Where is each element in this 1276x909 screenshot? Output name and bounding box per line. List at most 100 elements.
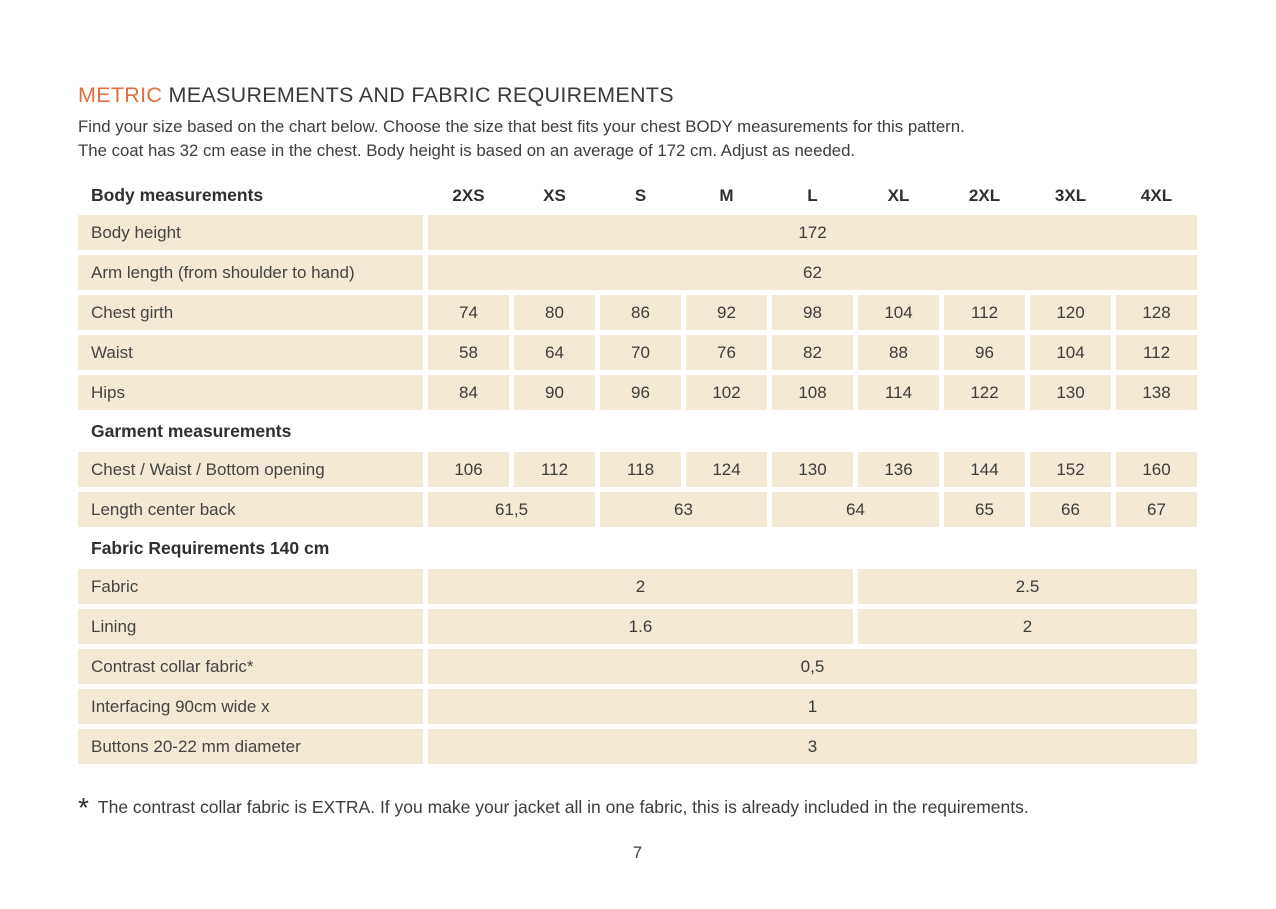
- title-rest: MEASUREMENTS AND FABRIC REQUIREMENTS: [162, 83, 674, 107]
- page-title: METRIC MEASUREMENTS AND FABRIC REQUIREME…: [78, 83, 1197, 108]
- size-table: Body measurements 2XS XS S M L XL 2XL 3XL 4XL Bo…: [78, 182, 1197, 764]
- size-column-header: 2XS: [452, 186, 485, 205]
- size-column-header: L: [807, 186, 818, 205]
- value-cell: 124: [686, 452, 767, 487]
- row-label: Hips: [78, 375, 423, 410]
- row-label: Buttons 20-22 mm diameter: [78, 729, 423, 764]
- footnote: * The contrast collar fabric is EXTRA. I…: [78, 792, 1197, 823]
- size-column-header: 4XL: [1140, 186, 1173, 205]
- value-cell: 92: [686, 295, 767, 330]
- value-cell: 102: [686, 375, 767, 410]
- row-label: Lining: [78, 609, 423, 644]
- value-cell: 82: [772, 335, 853, 370]
- value-cell: 62: [428, 255, 1197, 290]
- value-cell: 90: [514, 375, 595, 410]
- value-cell: 80: [514, 295, 595, 330]
- value-cell: 122: [944, 375, 1025, 410]
- table-row: Arm length (from shoulder to hand) 62: [78, 255, 1197, 290]
- table-row: Buttons 20-22 mm diameter 3: [78, 729, 1197, 764]
- value-cell: 2: [428, 569, 853, 604]
- table-header-row: Body measurements 2XS XS S M L XL 2XL 3XL 4XL: [78, 182, 1197, 209]
- value-cell: 108: [772, 375, 853, 410]
- value-cell: 138: [1116, 375, 1197, 410]
- table-row: Fabric 2 2.5: [78, 569, 1197, 604]
- value-cell: 66: [1030, 492, 1111, 527]
- value-cell: 70: [600, 335, 681, 370]
- value-cell: 160: [1116, 452, 1197, 487]
- value-cell: 74: [428, 295, 509, 330]
- table-row: Length center back 61,5 63 64 65 66 67: [78, 492, 1197, 527]
- table-row: Chest / Waist / Bottom opening 106 112 118 1…: [78, 452, 1197, 487]
- section-header-row: Garment measurements: [91, 421, 292, 441]
- footnote-text: The contrast collar fabric is EXTRA. If …: [97, 797, 1029, 817]
- value-cell: 1: [428, 689, 1197, 724]
- value-cell: 96: [944, 335, 1025, 370]
- intro-line-2: The coat has 32 cm ease in the chest. Bo…: [78, 140, 856, 160]
- table-row: Body height 172: [78, 215, 1197, 250]
- value-cell: 104: [1030, 335, 1111, 370]
- value-cell: 63: [600, 492, 767, 527]
- table-header-label: Body measurements: [91, 185, 264, 205]
- intro-text: Find your size based on the chart below.…: [78, 115, 1197, 162]
- page-number: 7: [632, 844, 643, 862]
- table-row: Lining 1.6 2: [78, 609, 1197, 644]
- value-cell: 86: [600, 295, 681, 330]
- value-cell: 172: [428, 215, 1197, 250]
- size-column-header: S: [634, 186, 647, 205]
- value-cell: 88: [858, 335, 939, 370]
- value-cell: 0,5: [428, 649, 1197, 684]
- table-row: Waist 58 64 70 76 82 88 96 104 112: [78, 335, 1197, 370]
- size-column-header: 3XL: [1054, 186, 1087, 205]
- value-cell: 58: [428, 335, 509, 370]
- value-cell: 136: [858, 452, 939, 487]
- value-cell: 112: [944, 295, 1025, 330]
- row-label: Length center back: [78, 492, 423, 527]
- row-label: Arm length (from shoulder to hand): [78, 255, 423, 290]
- size-column-header: 2XL: [968, 186, 1001, 205]
- value-cell: 104: [858, 295, 939, 330]
- value-cell: 130: [1030, 375, 1111, 410]
- footnote-asterisk: *: [78, 792, 89, 823]
- value-cell: 61,5: [428, 492, 595, 527]
- value-cell: 2: [858, 609, 1197, 644]
- value-cell: 118: [600, 452, 681, 487]
- value-cell: 128: [1116, 295, 1197, 330]
- size-column-header: XL: [887, 186, 910, 205]
- value-cell: 2.5: [858, 569, 1197, 604]
- size-column-header: M: [719, 186, 734, 205]
- value-cell: 3: [428, 729, 1197, 764]
- table-row: Contrast collar fabric* 0,5: [78, 649, 1197, 684]
- row-label: Chest girth: [78, 295, 423, 330]
- table-row: Hips 84 90 96 102 108 114 122 130 138: [78, 375, 1197, 410]
- row-label: Waist: [78, 335, 423, 370]
- value-cell: 106: [428, 452, 509, 487]
- value-cell: 152: [1030, 452, 1111, 487]
- value-cell: 67: [1116, 492, 1197, 527]
- intro-line-1: Find your size based on the chart below.…: [78, 117, 965, 136]
- value-cell: 84: [428, 375, 509, 410]
- value-cell: 76: [686, 335, 767, 370]
- value-cell: 112: [514, 452, 595, 487]
- row-label: Contrast collar fabric*: [78, 649, 423, 684]
- section-header-row: Fabric Requirements 140 cm: [91, 538, 330, 558]
- value-cell: 98: [772, 295, 853, 330]
- value-cell: 64: [772, 492, 939, 527]
- row-label: Chest / Waist / Bottom opening: [78, 452, 423, 487]
- value-cell: 120: [1030, 295, 1111, 330]
- value-cell: 64: [514, 335, 595, 370]
- size-column-header: XS: [543, 186, 566, 205]
- value-cell: 65: [944, 492, 1025, 527]
- table-row: Chest girth 74 80 86 92 98 104 112 120 128: [78, 295, 1197, 330]
- title-highlight: METRIC: [78, 83, 163, 107]
- value-cell: 130: [772, 452, 853, 487]
- value-cell: 96: [600, 375, 681, 410]
- value-cell: 144: [944, 452, 1025, 487]
- row-label: Interfacing 90cm wide x: [78, 689, 423, 724]
- row-label: Fabric: [78, 569, 423, 604]
- row-label: Body height: [78, 215, 423, 250]
- value-cell: 114: [858, 375, 939, 410]
- value-cell: 1.6: [428, 609, 853, 644]
- value-cell: 112: [1116, 335, 1197, 370]
